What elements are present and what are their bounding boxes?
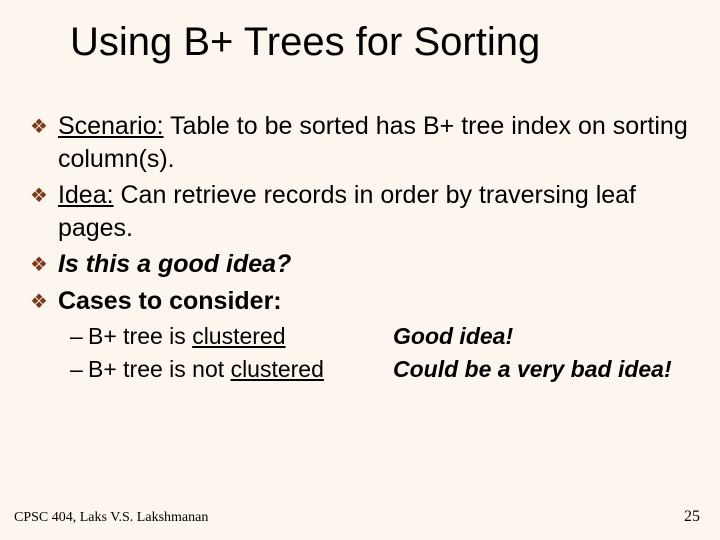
slide: Using B+ Trees for Sorting ❖ Scenario: T…	[0, 0, 720, 540]
sub-bullet: – B+ tree is clustered Good idea!	[70, 321, 690, 352]
diamond-icon: ❖	[30, 114, 48, 140]
bullet-rest: Can retrieve records in order by travers…	[58, 181, 636, 242]
bullet-text: Scenario: Table to be sorted has B+ tree…	[58, 110, 690, 175]
sub-pre: B+ tree is	[88, 323, 192, 349]
bullet-label: Scenario:	[58, 112, 164, 140]
bullet-text: Is this a good idea?	[58, 248, 690, 281]
bullet-text: Cases to consider:	[58, 285, 690, 318]
diamond-icon: ❖	[30, 252, 48, 278]
bullet-item: ❖ Is this a good idea?	[30, 248, 690, 281]
bullet-item: ❖ Scenario: Table to be sorted has B+ tr…	[30, 110, 690, 175]
sub-em: clustered	[192, 323, 285, 349]
diamond-icon: ❖	[30, 183, 48, 209]
slide-number: 25	[684, 508, 700, 526]
dash-icon: –	[70, 321, 88, 352]
bullet-label: Idea:	[58, 181, 114, 209]
bullet-item: ❖ Cases to consider:	[30, 285, 690, 318]
sub-pre: B+ tree is not	[88, 356, 231, 382]
sub-note: Could be a very bad idea!	[393, 354, 690, 385]
sub-em: clustered	[231, 356, 324, 382]
footer-credit: CPSC 404, Laks V.S. Lakshmanan	[14, 510, 208, 526]
dash-icon: –	[70, 354, 88, 385]
bullet-list: ❖ Scenario: Table to be sorted has B+ tr…	[30, 110, 690, 385]
bullet-item: ❖ Idea: Can retrieve records in order by…	[30, 179, 690, 244]
sub-text: B+ tree is not clustered	[88, 354, 393, 385]
sub-bullet: – B+ tree is not clustered Could be a ve…	[70, 354, 690, 385]
sub-note: Good idea!	[393, 321, 690, 352]
bullet-text: Idea: Can retrieve records in order by t…	[58, 179, 690, 244]
sub-text: B+ tree is clustered	[88, 321, 393, 352]
diamond-icon: ❖	[30, 289, 48, 315]
slide-title: Using B+ Trees for Sorting	[70, 20, 540, 65]
